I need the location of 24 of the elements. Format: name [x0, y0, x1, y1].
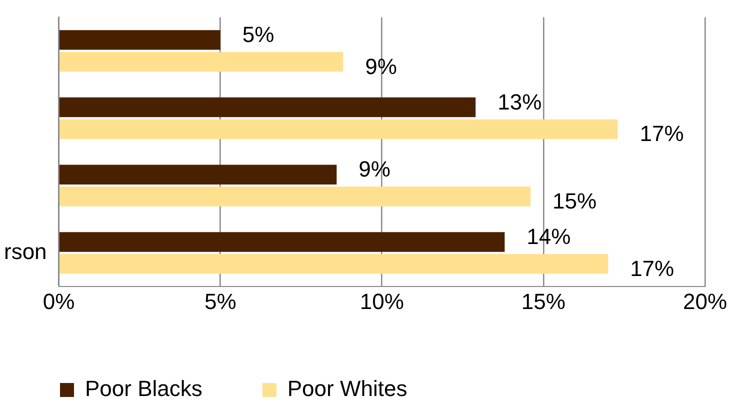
x-tick-label: 10% [360, 288, 404, 314]
data-label: 9% [358, 156, 390, 182]
y-tick-label: rson [4, 238, 47, 264]
x-tick-label: 15% [521, 288, 566, 314]
data-label: 17% [630, 256, 674, 281]
data-label: 5% [242, 22, 274, 47]
bar [59, 119, 618, 140]
legend-label: Poor Whites [287, 376, 408, 402]
data-label: 9% [365, 54, 397, 79]
data-label: 15% [552, 188, 597, 214]
bar [59, 30, 220, 50]
bar [59, 52, 344, 72]
data-label: 17% [640, 121, 684, 146]
bar [59, 164, 337, 184]
x-tick-label: 0% [42, 288, 75, 314]
bar [59, 186, 531, 206]
x-tick-label: 20% [682, 288, 728, 314]
legend-label: Poor Blacks [85, 376, 202, 402]
data-label: 14% [526, 224, 571, 250]
bar [59, 97, 476, 118]
data-label: 13% [498, 89, 542, 114]
x-tick-label: 5% [204, 288, 236, 314]
bar [59, 232, 505, 252]
bar [59, 254, 608, 274]
